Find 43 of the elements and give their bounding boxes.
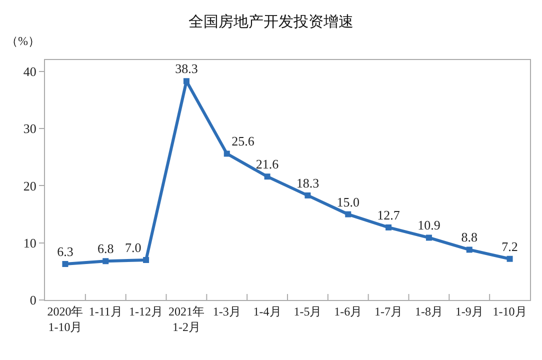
- x-tick-label: 1-6月: [334, 304, 362, 318]
- data-label: 10.9: [418, 218, 440, 233]
- point: [143, 257, 150, 263]
- data-label: 6.8: [98, 241, 114, 256]
- y-tick-label: 20: [23, 178, 36, 194]
- y-tick-label: 0: [30, 292, 36, 308]
- x-tick-label: 1-7月: [374, 304, 403, 318]
- data-label: 6.3: [57, 244, 74, 259]
- y-tick-label: 10: [23, 235, 36, 250]
- y-axis-title: （%）: [6, 34, 40, 48]
- x-tick-label: 1-4月: [253, 304, 282, 318]
- point: [264, 174, 270, 180]
- y-tick-label: 30: [23, 121, 36, 136]
- x-tick-label: 1-5月: [294, 304, 322, 318]
- chart-title: 全国房地产开发投资增速: [188, 12, 354, 31]
- data-label: 38.3: [175, 61, 198, 76]
- point: [386, 224, 392, 230]
- x-tick-label: 1-10月: [492, 304, 527, 318]
- point: [466, 246, 472, 253]
- point: [183, 78, 190, 84]
- x-tick-label: 1-9月: [455, 304, 484, 318]
- data-label: 7.0: [125, 240, 142, 255]
- x-tick-label: 2020年 1-10月: [47, 304, 84, 334]
- data-label: 21.6: [256, 156, 280, 172]
- x-tick-label: 1-3月: [212, 304, 241, 318]
- point: [506, 256, 513, 262]
- point: [304, 192, 311, 198]
- point: [426, 234, 432, 241]
- x-tick-label: 1-11月: [88, 304, 122, 318]
- data-label: 15.0: [336, 194, 360, 210]
- data-label: 7.2: [502, 238, 518, 254]
- x-tick-label: 1-8月: [414, 304, 443, 318]
- data-label: 8.8: [461, 230, 478, 245]
- point: [102, 258, 109, 264]
- point: [224, 150, 230, 157]
- point: [345, 211, 352, 218]
- data-label: 18.3: [296, 175, 320, 190]
- x-tick-label: 1-12月: [129, 304, 164, 318]
- point: [62, 261, 68, 267]
- x-tick-label: 2021年 1-2月: [168, 304, 204, 334]
- data-label: 25.6: [232, 134, 255, 149]
- data-label: 12.7: [377, 207, 400, 222]
- y-tick-label: 40: [23, 64, 36, 79]
